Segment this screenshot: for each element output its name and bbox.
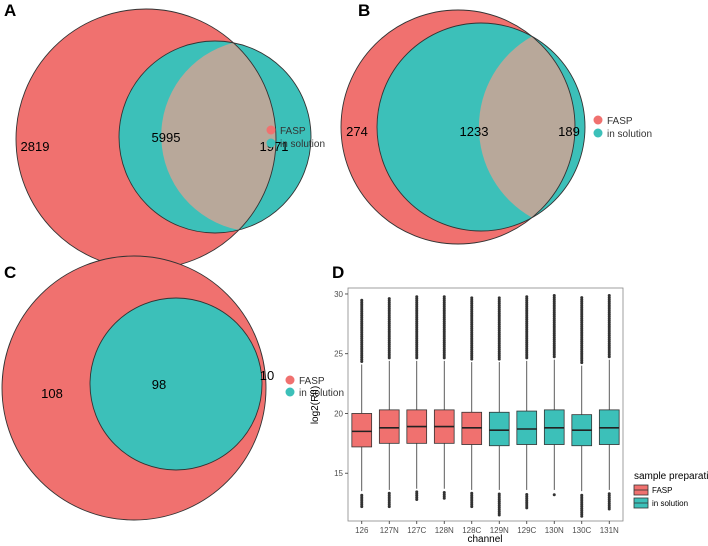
venn-c-solution-circle	[90, 298, 262, 470]
outlier-point	[580, 493, 584, 497]
venn-a-solution-outline	[118, 40, 312, 234]
venn-c-legend-solution: in solution	[299, 388, 344, 399]
box-iqr	[351, 413, 373, 448]
venn-a-legend-solution-key	[266, 138, 276, 148]
x-tick-label: 130C	[572, 526, 591, 535]
outlier-point	[442, 295, 446, 299]
outlier-point	[497, 492, 501, 496]
box-127N	[378, 297, 400, 509]
venn-b-legend-fasp: FASP	[607, 116, 633, 127]
boxplot-legend-fasp: FASP	[652, 486, 672, 495]
y-tick-label: 30	[334, 290, 343, 299]
box-iqr	[378, 409, 400, 444]
x-tick-label: 130N	[545, 526, 564, 535]
panel-letter-d: D	[332, 263, 344, 282]
venn-c-legend-fasp: FASP	[299, 376, 325, 387]
venn-c-fasp-outline	[1, 255, 267, 521]
venn-b-fasp-outline	[340, 9, 576, 245]
outlier-point	[442, 491, 446, 495]
venn-c-only-solution: 10	[260, 368, 274, 383]
outlier-point	[387, 491, 391, 495]
outlier-point	[415, 295, 419, 299]
x-tick-label: 126	[355, 526, 369, 535]
box-130N	[543, 294, 565, 497]
venn-c: 108 98 10 FASP in solution	[1, 255, 344, 521]
y-axis: 15 20 25 30	[334, 290, 348, 478]
box-130C	[571, 296, 593, 518]
venn-b-solution-outline	[376, 22, 586, 232]
y-tick-label: 15	[334, 469, 343, 478]
box-128C	[461, 296, 483, 509]
outlier-point	[360, 493, 364, 497]
venn-a-intersection: 5995	[152, 130, 181, 145]
boxplot-legend-title: sample preparation	[634, 471, 708, 482]
y-tick-label: 20	[334, 409, 343, 418]
x-tick-label: 128C	[462, 526, 481, 535]
x-tick-label: 129N	[490, 526, 509, 535]
box-128N	[433, 295, 455, 500]
outlier-point	[470, 491, 474, 495]
venn-b-intersection: 1233	[460, 124, 489, 139]
y-tick-label: 25	[334, 350, 343, 359]
venn-c-only-fasp: 108	[41, 386, 63, 401]
boxplot-legend-solution: in solution	[652, 499, 688, 508]
x-axis-title: channel	[467, 534, 502, 545]
outlier-point	[497, 296, 501, 300]
x-tick-label: 127C	[407, 526, 426, 535]
venn-a-legend-fasp: FASP	[280, 126, 306, 137]
outlier-point	[607, 492, 611, 496]
outlier-point	[470, 296, 474, 300]
box-126	[351, 298, 373, 509]
venn-a-legend-solution: in solution	[280, 139, 325, 150]
boxes	[351, 294, 620, 518]
x-tick-label: 131N	[600, 526, 619, 535]
x-tick-label: 127N	[380, 526, 399, 535]
venn-a-only-fasp: 2819	[21, 139, 50, 154]
outlier-point	[552, 493, 556, 497]
venn-c-legend-fasp-key	[285, 375, 295, 385]
venn-b-only-solution: 189	[558, 124, 580, 139]
outlier-point	[580, 296, 584, 300]
venn-b-legend-fasp-key	[593, 115, 603, 125]
venn-b-legend-solution-key	[593, 128, 603, 138]
venn-a: 2819 5995 1971 FASP in solution	[15, 8, 325, 270]
venn-a-legend-fasp-key	[266, 125, 276, 135]
venn-c-intersection: 98	[152, 377, 166, 392]
x-tick-label: 128N	[435, 526, 454, 535]
venn-c-solution-outline	[89, 297, 263, 471]
box-127C	[406, 295, 428, 501]
x-axis: 126 127N 127C 128N 128C 129N 129C 130N 130C 131N	[355, 521, 619, 535]
box-iqr	[488, 411, 510, 447]
panel-letter-a: A	[4, 1, 16, 20]
outlier-point	[525, 492, 529, 496]
outlier-point	[525, 295, 529, 299]
box-129C	[516, 295, 538, 510]
x-tick-label: 129C	[517, 526, 536, 535]
box-131N	[598, 294, 620, 511]
outlier-point	[415, 490, 419, 494]
box-129N	[488, 296, 510, 517]
panel-letter-c: C	[4, 263, 16, 282]
venn-b-only-fasp: 274	[346, 124, 368, 139]
venn-c-legend-solution-key	[285, 387, 295, 397]
boxplot-legend-solution-key	[633, 497, 649, 509]
venn-b-overlap	[478, 36, 575, 218]
venn-b-legend-solution: in solution	[607, 129, 652, 140]
panel-letter-b: B	[358, 1, 370, 20]
outlier-point	[607, 294, 611, 298]
venn-a-overlap	[161, 42, 277, 230]
y-axis-title: log2(RII)	[310, 386, 321, 424]
plot-area	[347, 287, 624, 522]
outlier-point	[360, 298, 364, 302]
venn-b: 274 1233 189 FASP in solution	[340, 9, 652, 245]
outlier-point	[552, 294, 556, 298]
outlier-point	[387, 297, 391, 301]
boxplot-panel: 15 20 25 30 126 127N 127C 128N 128C 129N 129C 130N…	[310, 287, 708, 545]
box-iqr	[516, 410, 538, 445]
boxplot-legend-fasp-key	[633, 484, 649, 496]
